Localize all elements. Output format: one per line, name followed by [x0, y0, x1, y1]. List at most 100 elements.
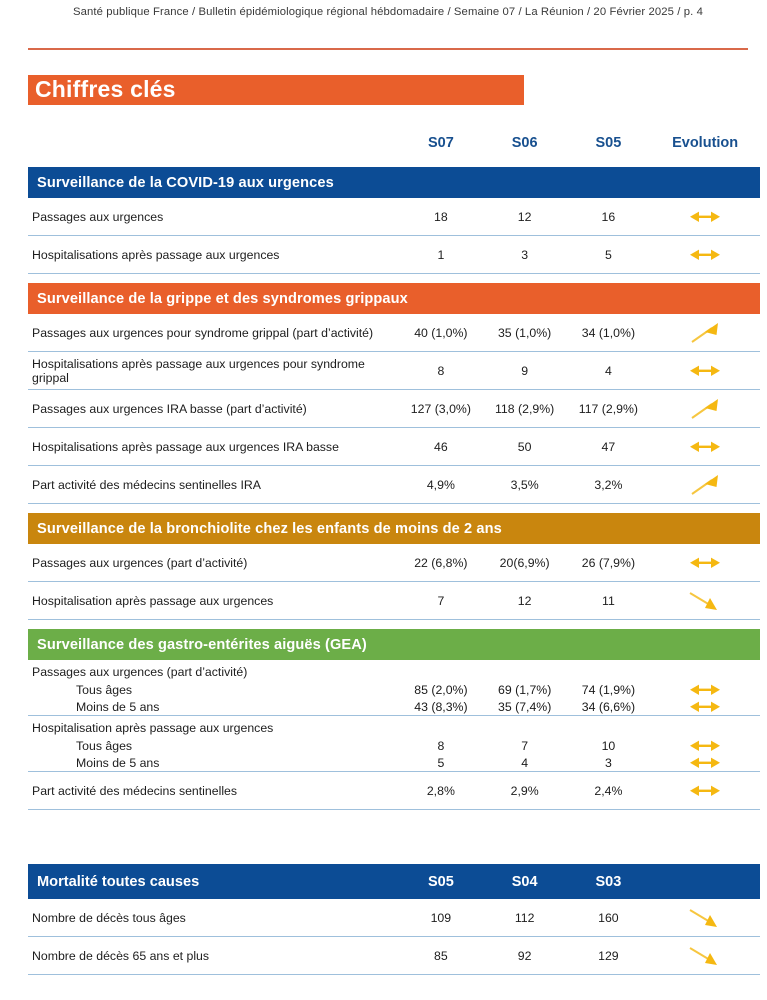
- page-title-banner: Chiffres clés: [28, 75, 524, 105]
- mortality-table: Mortalité toutes causes S05 S04 S03 Nomb…: [28, 864, 760, 975]
- page-title: Chiffres clés: [35, 76, 176, 102]
- header-divider: [28, 48, 748, 50]
- row-label: Moins de 5 ans: [76, 755, 160, 770]
- value-s05: 4: [604, 363, 612, 378]
- value-s06: 20(6,9%): [499, 555, 550, 570]
- down-arrow-icon: [688, 907, 722, 929]
- stable-arrow-icon: [688, 552, 722, 574]
- evolution-cell: [650, 244, 760, 266]
- evolution-cell: [650, 398, 760, 420]
- value-s05: 3: [605, 755, 612, 770]
- value-s07: 40 (1,0%): [414, 325, 468, 340]
- up-arrow-icon: [688, 322, 722, 344]
- value-s07: 1: [437, 247, 445, 262]
- value-s07: 127 (3,0%): [410, 401, 471, 416]
- evolution-cell: [650, 590, 760, 612]
- row-label: Passages aux urgences (part d’activité): [32, 555, 248, 570]
- stable-arrow-icon: [688, 244, 722, 266]
- table-row: Passages aux urgences 18 12 16: [28, 198, 760, 236]
- evolution-cell: [650, 780, 760, 802]
- value-s05: 2,4%: [594, 783, 623, 798]
- value-s07: 46: [434, 439, 448, 454]
- row-label: Tous âges: [76, 682, 133, 697]
- value-s05: 34 (6,6%): [581, 699, 636, 714]
- evolution-cell: [650, 322, 760, 344]
- value-s06: 9: [521, 363, 529, 378]
- value-s07: 18: [434, 209, 448, 224]
- section-title: Surveillance de la grippe et des syndrom…: [37, 290, 408, 307]
- down-arrow-icon: [688, 945, 722, 967]
- value-s06: 7: [521, 738, 529, 753]
- evolution-cell: [650, 679, 760, 701]
- stable-arrow-icon: [688, 752, 722, 774]
- value-s06: 35 (1,0%): [497, 325, 552, 340]
- table-row: Moins de 5 ans 5 4 3: [28, 754, 760, 771]
- value-s06: 12: [517, 209, 532, 224]
- table-row: Nombre de décès 65 ans et plus 85 92 129: [28, 937, 760, 975]
- value-s05: 47: [601, 439, 616, 454]
- section-header-4: Surveillance des gastro-entérites aiguës…: [28, 629, 760, 660]
- evolution-cell: [650, 552, 760, 574]
- value-s03: 129: [598, 948, 619, 963]
- row-label: Hospitalisation après passage aux urgenc…: [32, 593, 274, 608]
- table-row: Moins de 5 ans 43 (8,3%) 35 (7,4%) 34 (6,6%…: [28, 698, 760, 715]
- value-s07: 22 (6,8%): [414, 555, 468, 570]
- mortality-column-header-s03: S03: [595, 873, 622, 890]
- evolution-cell: [650, 945, 760, 967]
- row-label: Nombre de décès 65 ans et plus: [32, 948, 210, 963]
- table-row: Hospitalisation après passage aux urgenc…: [28, 582, 760, 620]
- value-s06: 118 (2,9%): [495, 401, 555, 416]
- value-s07: 7: [437, 593, 445, 608]
- stable-arrow-icon: [688, 360, 722, 382]
- row-label: Nombre de décès tous âges: [32, 910, 186, 925]
- value-s04: 92: [517, 948, 532, 963]
- row-label: Hospitalisations après passage aux urgen…: [32, 247, 280, 262]
- value-s07: 43 (8,3%): [414, 699, 468, 714]
- table-row: Passages aux urgences pour syndrome grip…: [28, 314, 760, 352]
- value-s06: 3,5%: [510, 477, 539, 492]
- value-s06: 2,9%: [510, 783, 539, 798]
- row-label: Passages aux urgences pour syndrome grip…: [32, 325, 374, 340]
- column-header-evolution: Evolution: [672, 135, 739, 151]
- row-group: Hospitalisation après passage aux urgenc…: [28, 716, 760, 772]
- up-arrow-icon: [688, 398, 722, 420]
- evolution-cell: [650, 752, 760, 774]
- stable-arrow-icon: [688, 780, 722, 802]
- evolution-cell: [650, 474, 760, 496]
- section-header-1: Surveillance de la COVID-19 aux urgences: [28, 167, 760, 198]
- evolution-cell: [650, 436, 760, 458]
- mortality-column-header-s05: S05: [427, 873, 454, 890]
- value-s05: 26 (7,9%): [581, 555, 636, 570]
- section-title: Surveillance des gastro-entérites aiguës…: [37, 636, 367, 653]
- value-s05: 34 (1,0%): [581, 325, 636, 340]
- section-title: Surveillance de la bronchiolite chez les…: [37, 520, 502, 537]
- row-label: Passages aux urgences IRA basse (part d’…: [32, 401, 307, 416]
- value-s07: 4,9%: [426, 477, 455, 492]
- value-s07: 5: [437, 755, 445, 770]
- column-header-s07: S07: [427, 135, 454, 151]
- value-s05: 16: [601, 209, 616, 224]
- value-s05: 5: [604, 247, 612, 262]
- row-label: Passages aux urgences: [32, 209, 164, 224]
- value-s06: 35 (7,4%): [498, 699, 552, 714]
- down-arrow-icon: [688, 590, 722, 612]
- table-row: Passages aux urgences (part d’activité) 2…: [28, 544, 760, 582]
- table-row: Part activité des médecins sentinelles 2,…: [28, 772, 760, 810]
- value-s07: 85 (2,0%): [414, 682, 468, 697]
- value-s04: 112: [514, 910, 535, 925]
- mortality-header-row: Mortalité toutes causes S05 S04 S03: [28, 864, 760, 899]
- table-column-headers: S07 S06 S05 Evolution: [28, 128, 760, 158]
- document-header: Santé publique France / Bulletin épidémi…: [72, 6, 704, 18]
- table-row: Hospitalisations après passage aux urgen…: [28, 236, 760, 274]
- value-s05: 117 (2,9%): [578, 401, 639, 416]
- value-s07: 2,8%: [426, 783, 455, 798]
- table-row: Passages aux urgences IRA basse (part d’…: [28, 390, 760, 428]
- mortality-title: Mortalité toutes causes: [37, 873, 200, 890]
- stable-arrow-icon: [688, 696, 722, 718]
- row-group: Passages aux urgences (part d’activité) T…: [28, 660, 760, 716]
- section-title: Surveillance de la COVID-19 aux urgences: [37, 174, 334, 191]
- evolution-cell: [650, 360, 760, 382]
- value-s05: 74 (1,9%): [581, 682, 636, 697]
- value-s05: 10: [601, 738, 616, 753]
- table-row: Tous âges 85 (2,0%) 69 (1,7%) 74 (1,9%): [28, 681, 760, 698]
